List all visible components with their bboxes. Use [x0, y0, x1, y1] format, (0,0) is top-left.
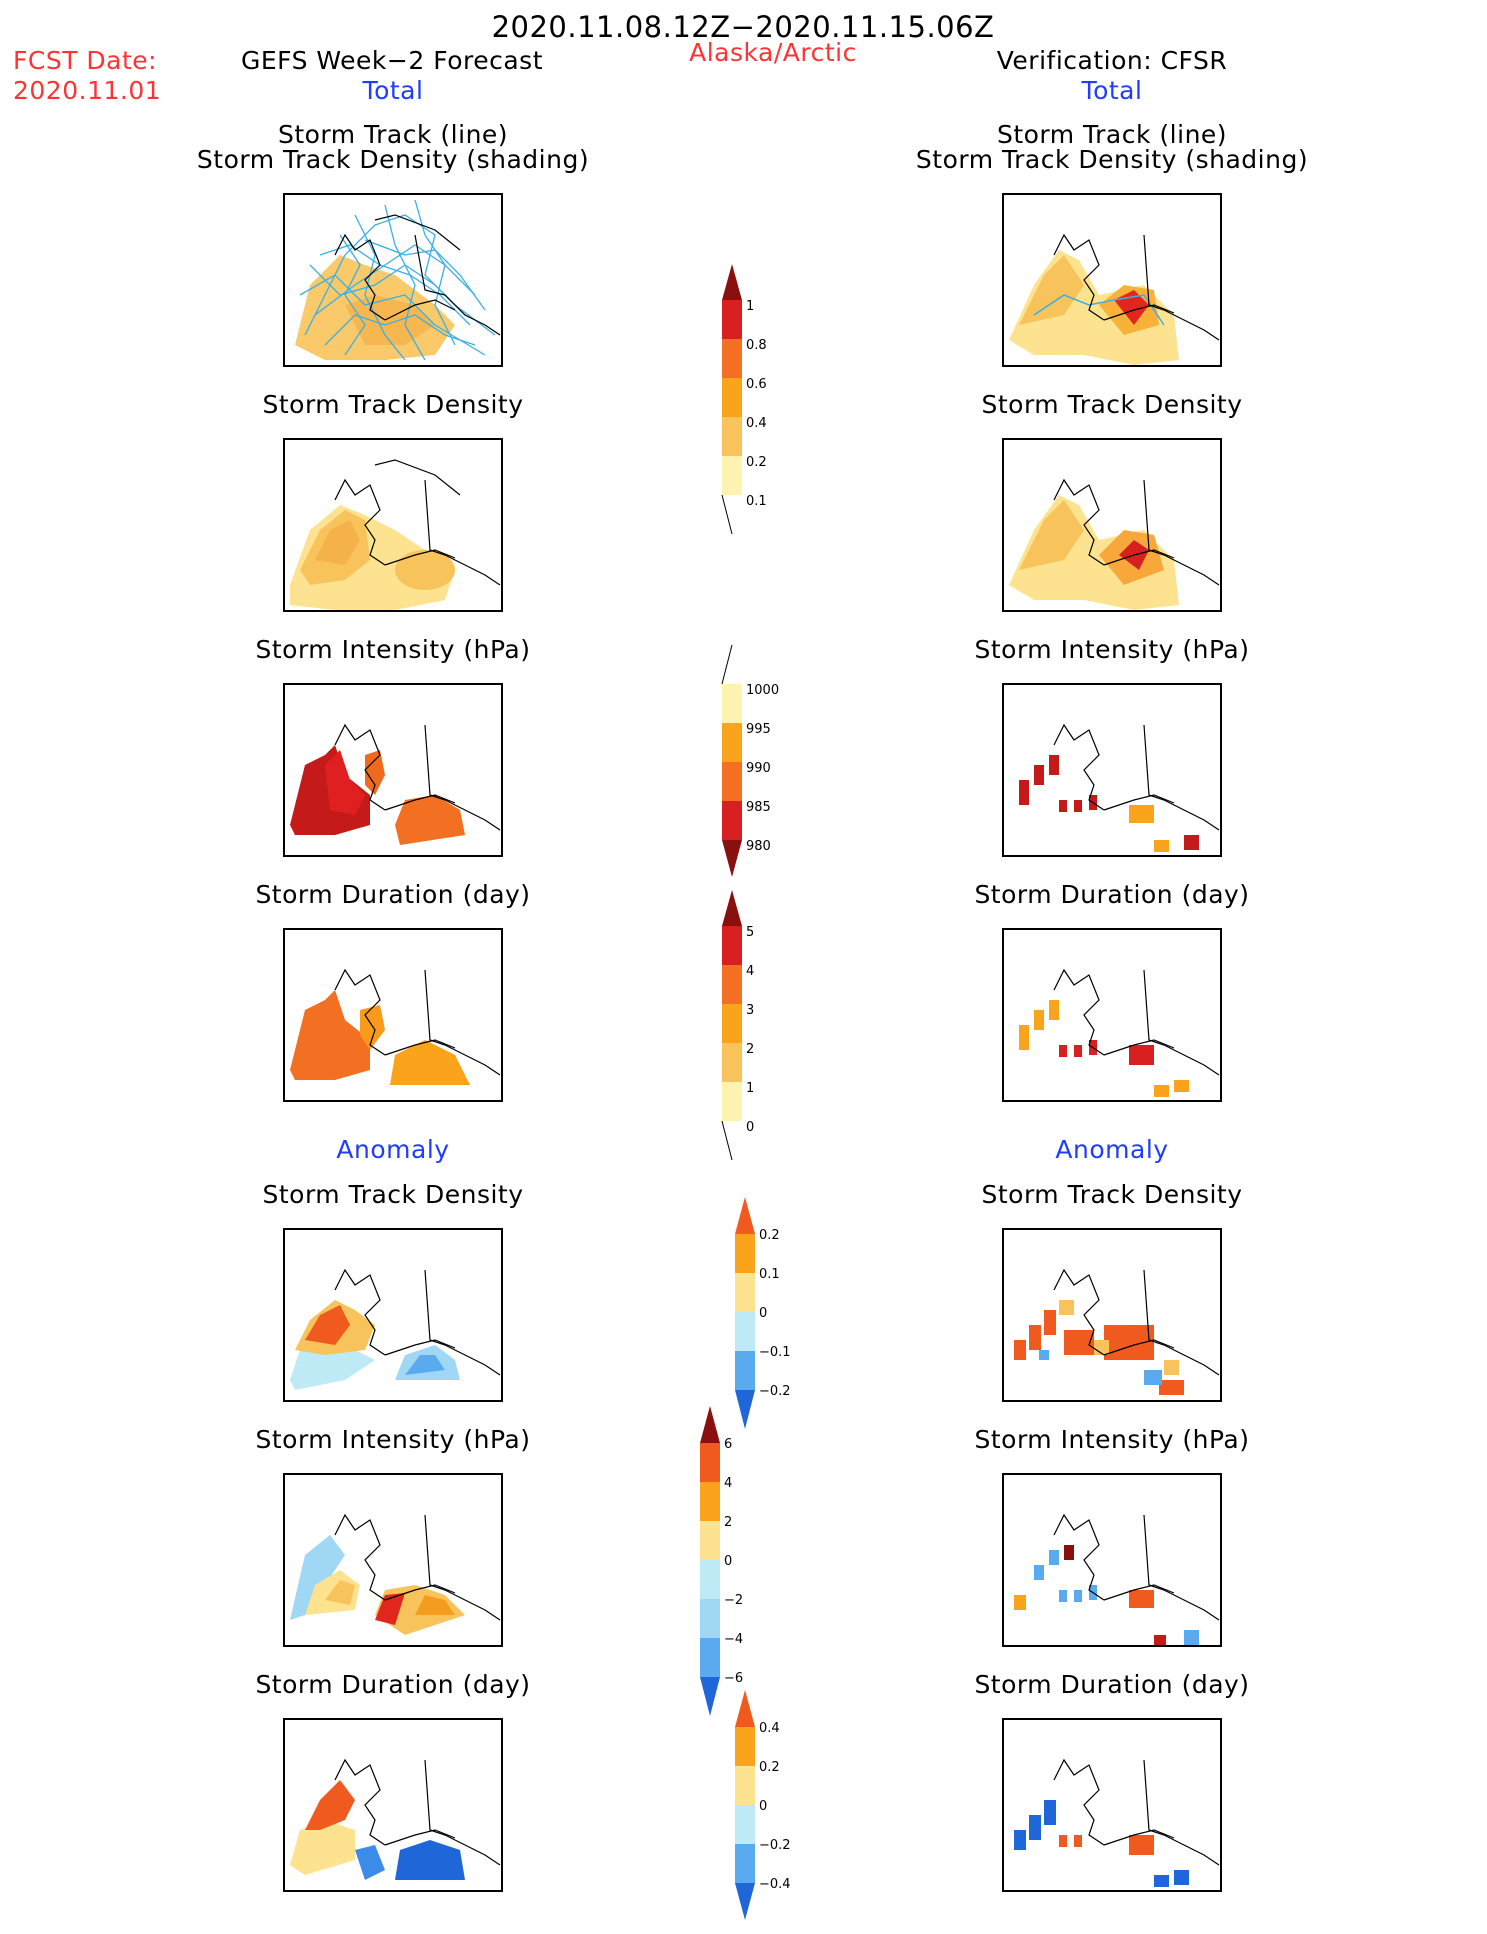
density-total-label-2: 0.6 — [746, 377, 767, 392]
right-track-shading-title: Storm Track Density (shading) — [915, 145, 1309, 174]
duration-total-label-4: 1 — [746, 1081, 754, 1096]
right-anom-density-map — [1002, 1228, 1222, 1402]
left-total-label: Total — [362, 76, 424, 105]
intensity-anom-label-6: −6 — [724, 1671, 743, 1686]
region-title: Alaska/Arctic — [689, 38, 857, 67]
right-intensity-title: Storm Intensity (hPa) — [974, 635, 1250, 664]
period-title: 2020.11.08.12Z−2020.11.15.06Z — [491, 10, 995, 44]
intensity-anom-label-1: 4 — [724, 1476, 732, 1491]
left-anom-intensity-title: Storm Intensity (hPa) — [255, 1425, 531, 1454]
duration-anom-label-2: 0 — [759, 1799, 767, 1814]
density-total-label-4: 0.2 — [746, 455, 767, 470]
right-column-title: Verification: CFSR — [996, 46, 1228, 75]
density-anom-colorbar: 0.2 0.1 0 −0.1 −0.2 — [735, 1197, 815, 1441]
intensity-anom-label-0: 6 — [724, 1437, 732, 1452]
duration-total-label-5: 0 — [746, 1120, 754, 1135]
density-anom-label-2: 0 — [759, 1306, 767, 1321]
right-intensity-map — [1002, 683, 1222, 857]
right-anom-duration-title: Storm Duration (day) — [974, 1670, 1250, 1699]
density-total-label-0: 1 — [746, 299, 754, 314]
intensity-total-label-1: 995 — [746, 722, 771, 737]
right-duration-map — [1002, 928, 1222, 1102]
left-duration-title: Storm Duration (day) — [255, 880, 531, 909]
density-anom-label-1: 0.1 — [759, 1267, 780, 1282]
duration-total-label-3: 2 — [746, 1042, 754, 1057]
density-anom-label-0: 0.2 — [759, 1228, 780, 1243]
left-track-line-title: Storm Track (line) — [277, 120, 509, 149]
right-anom-intensity-map — [1002, 1473, 1222, 1647]
left-anom-intensity-map — [283, 1473, 503, 1647]
density-anom-label-4: −0.2 — [759, 1384, 791, 1399]
density-total-label-1: 0.8 — [746, 338, 767, 353]
left-storm-track-map — [283, 193, 503, 367]
fcst-date-label: FCST Date: — [13, 46, 158, 75]
density-total-label-3: 0.4 — [746, 416, 767, 431]
intensity-anom-label-4: −2 — [724, 1593, 743, 1608]
left-anom-duration-map — [283, 1718, 503, 1892]
left-density-map — [283, 438, 503, 612]
intensity-anom-label-3: 0 — [724, 1554, 732, 1569]
duration-anom-label-1: 0.2 — [759, 1760, 780, 1775]
right-anom-duration-map — [1002, 1718, 1222, 1892]
right-density-title: Storm Track Density — [981, 390, 1243, 419]
duration-anom-label-3: −0.2 — [759, 1838, 791, 1853]
left-anom-duration-title: Storm Duration (day) — [255, 1670, 531, 1699]
intensity-total-label-2: 990 — [746, 761, 771, 776]
left-anom-density-map — [283, 1228, 503, 1402]
fcst-date-value: 2020.11.01 — [13, 76, 162, 105]
density-total-colorbar: 1 0.8 0.6 0.4 0.2 0.1 — [721, 264, 802, 548]
right-total-label: Total — [1081, 76, 1143, 105]
left-duration-map — [283, 928, 503, 1102]
duration-total-label-1: 4 — [746, 964, 754, 979]
left-anom-density-title: Storm Track Density — [262, 1180, 524, 1209]
duration-anom-label-0: 0.4 — [759, 1721, 780, 1736]
right-anom-intensity-title: Storm Intensity (hPa) — [974, 1425, 1250, 1454]
right-duration-title: Storm Duration (day) — [974, 880, 1250, 909]
left-track-shading-title: Storm Track Density (shading) — [196, 145, 590, 174]
left-intensity-title: Storm Intensity (hPa) — [255, 635, 531, 664]
left-column-title: GEFS Week−2 Forecast — [240, 46, 544, 75]
intensity-total-label-0: 1000 — [746, 683, 779, 698]
duration-total-colorbar: 5 4 3 2 1 0 — [721, 890, 802, 1174]
duration-anom-label-4: −0.4 — [759, 1877, 791, 1892]
right-anom-density-title: Storm Track Density — [981, 1180, 1243, 1209]
intensity-total-label-4: 980 — [746, 839, 771, 854]
right-storm-track-map — [1002, 193, 1222, 367]
intensity-total-label-3: 985 — [746, 800, 771, 815]
left-intensity-map — [283, 683, 503, 857]
left-density-title: Storm Track Density — [262, 390, 524, 419]
intensity-total-colorbar: 1000 995 990 985 980 — [721, 644, 802, 889]
right-track-line-title: Storm Track (line) — [996, 120, 1228, 149]
density-anom-label-3: −0.1 — [759, 1345, 791, 1360]
duration-anom-colorbar: 0.4 0.2 0 −0.2 −0.4 — [735, 1690, 815, 1934]
right-density-map — [1002, 438, 1222, 612]
intensity-anom-label-5: −4 — [724, 1632, 743, 1647]
left-anomaly-label: Anomaly — [336, 1135, 450, 1164]
duration-total-label-2: 3 — [746, 1003, 754, 1018]
density-total-label-5: 0.1 — [746, 494, 767, 509]
intensity-anom-label-2: 2 — [724, 1515, 732, 1530]
intensity-anom-colorbar: 6 4 2 0 −2 −4 −6 — [700, 1406, 780, 1730]
duration-total-label-0: 5 — [746, 925, 754, 940]
right-anomaly-label: Anomaly — [1055, 1135, 1169, 1164]
